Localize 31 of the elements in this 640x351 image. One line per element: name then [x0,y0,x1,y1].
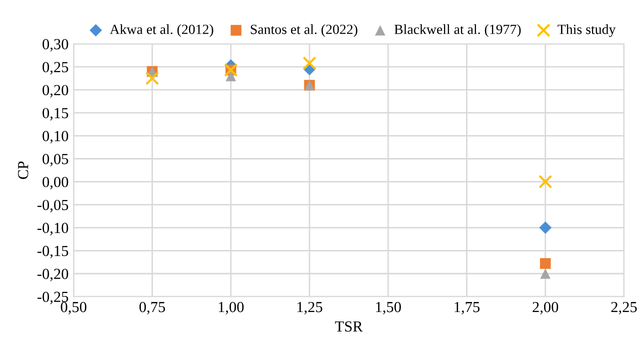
x-tick-label: 1,75 [454,302,480,314]
legend-label: Santos et al. (2022) [250,24,358,37]
x-axis-title: TSR [335,321,363,332]
point [538,174,552,189]
y-tick-label: -0,10 [37,222,68,236]
y-tick-label: -0,20 [37,268,68,282]
x-tick-label: 1,50 [376,302,401,314]
y-tick-label: 0,25 [42,62,68,74]
y-tick-label: 0,15 [42,108,68,120]
legend-label: This study [558,24,616,37]
point [539,221,552,234]
point [540,258,551,269]
point [226,70,236,82]
y-tick-label: -0,05 [37,200,68,212]
legend-label: Akwa et al. (2012) [110,24,214,37]
point [302,56,316,70]
y-tick-label: 0,00 [42,176,68,190]
legend-label: Blackwell at al. (1977) [394,24,521,37]
y-tick-label: 0,30 [42,39,68,52]
x-tick-label: 1,25 [297,302,322,314]
y-axis-title: CP [18,162,28,179]
y-tick-label: -0,15 [37,246,68,258]
y-tick-label: 0,20 [42,84,68,98]
x-tick-label: 2,25 [611,302,637,314]
y-tick-label: 0,10 [42,130,68,144]
y-tick-label: 0,05 [42,154,68,166]
point [540,268,551,279]
x-tick-label: 2,00 [532,302,558,314]
point [145,71,160,86]
x-tick-label: 0,75 [139,302,165,314]
x-tick-label: 1,00 [218,302,244,314]
